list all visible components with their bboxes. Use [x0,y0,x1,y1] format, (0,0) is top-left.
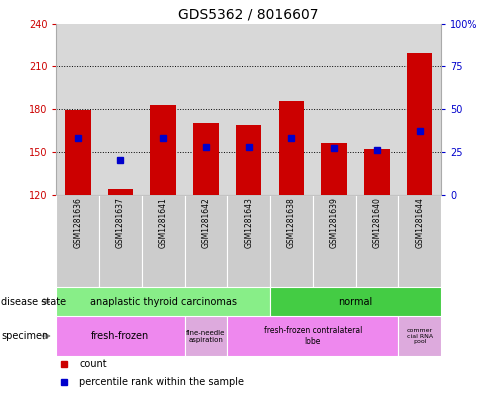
Text: GSM1281637: GSM1281637 [116,197,125,248]
Bar [270,287,441,316]
Bar [236,125,262,195]
Bar [356,195,398,287]
Text: GSM1281640: GSM1281640 [372,197,381,248]
Text: fresh-frozen contralateral
lobe: fresh-frozen contralateral lobe [264,326,362,346]
Bar [398,195,441,287]
Bar [185,195,227,287]
Title: GDS5362 / 8016607: GDS5362 / 8016607 [178,7,319,21]
Text: normal: normal [339,297,373,307]
Text: GSM1281636: GSM1281636 [73,197,82,248]
Bar [193,123,219,195]
Text: GSM1281641: GSM1281641 [159,197,168,248]
Text: GSM1281639: GSM1281639 [330,197,339,248]
Bar [321,143,347,195]
Bar [99,195,142,287]
Bar [108,189,133,195]
Bar [398,316,441,356]
Bar [279,101,304,195]
Bar [65,110,91,195]
Text: GSM1281643: GSM1281643 [244,197,253,248]
Bar [56,195,99,287]
Text: disease state: disease state [1,297,66,307]
Bar [270,195,313,287]
Text: GSM1281638: GSM1281638 [287,197,296,248]
Bar [407,53,433,195]
Text: commer
cial RNA
pool: commer cial RNA pool [407,328,433,344]
Bar [185,316,227,356]
Text: specimen: specimen [1,331,48,341]
Text: count: count [79,359,107,369]
Text: anaplastic thyroid carcinomas: anaplastic thyroid carcinomas [90,297,237,307]
Bar [150,105,176,195]
Text: GSM1281642: GSM1281642 [201,197,210,248]
Text: GSM1281644: GSM1281644 [415,197,424,248]
Bar [142,195,185,287]
Text: percentile rank within the sample: percentile rank within the sample [79,377,245,387]
Bar [56,316,185,356]
Text: fresh-frozen: fresh-frozen [91,331,149,341]
Text: fine-needle
aspiration: fine-needle aspiration [186,329,225,343]
Bar [313,195,356,287]
Bar [364,149,390,195]
Bar [227,316,398,356]
Bar [227,195,270,287]
Bar [56,287,270,316]
